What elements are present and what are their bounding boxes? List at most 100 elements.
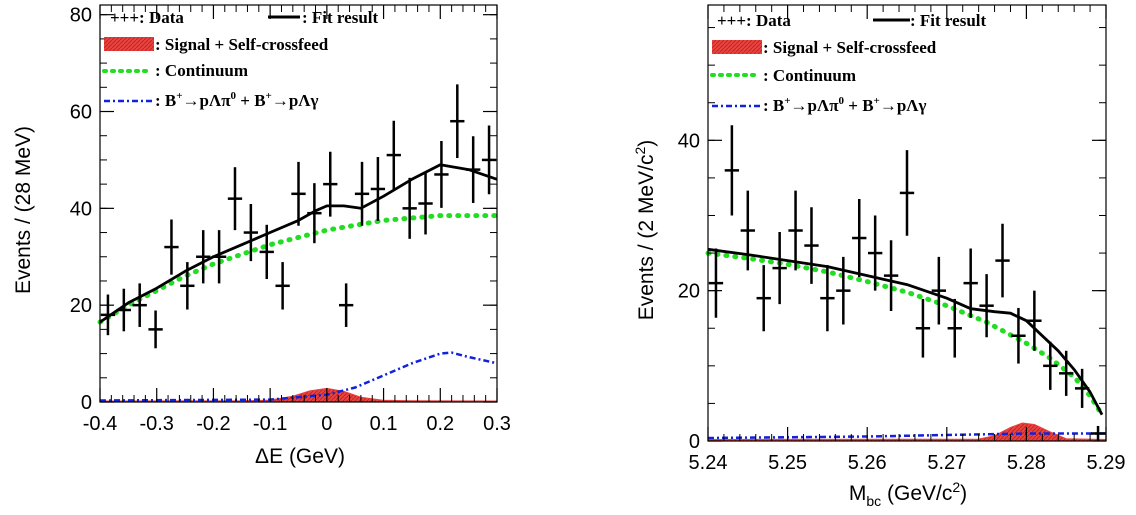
x-tick-label: -0.1 [253,413,287,435]
data-point [852,198,867,278]
data-point [450,84,465,158]
y-tick-label: 20 [70,295,92,317]
data-point [323,151,338,217]
data-point [227,167,243,231]
data-point [708,248,724,318]
legend-continuum-label: : Continuum [763,66,856,85]
data-point [1059,350,1074,396]
data-point [1074,368,1090,408]
data-point [836,256,851,325]
x-tick-label: -0.3 [139,413,173,435]
x-tick-label: 5.25 [768,452,807,474]
data-point [243,203,259,262]
x-tick-label: 5.27 [927,452,966,474]
legend-data-label: +++: Data [110,8,184,27]
continuum-curve [97,213,500,325]
y-axis-label: Events / (2 MeV/c2) [632,140,658,321]
data-point [338,283,354,327]
y-tick-label: 80 [70,5,92,27]
y-axis-label: Events / (28 MeV) [12,126,35,294]
data-point [820,265,835,332]
data-point [211,230,227,284]
x-tick-label: 5.28 [1007,452,1046,474]
data-point [947,298,962,358]
data-point [1011,307,1026,364]
legend-bkg-label: : B+→pΛπ0 + B+→pΛγ [155,90,318,110]
fit-curve [707,247,1104,416]
data-point [756,265,771,332]
data-point [963,248,978,318]
legend-signal-label: : Signal + Self-crossfeed [763,38,937,57]
legend-data-label: +++: Data [717,11,791,30]
x-tick-label: -0.2 [196,413,230,435]
data-point [772,232,787,305]
bkg-curve [99,351,498,402]
data-point [132,283,147,327]
data-point [354,161,370,226]
data-point [899,150,915,236]
data-point [307,183,322,244]
delta-e-chart: -0.4 -0.3 -0.2 -0.1 0 0.1 0.2 0.3 0 20 40 60 80 Even… [12,4,511,468]
data-point [180,262,195,310]
x-tick-label: -0.4 [83,413,117,435]
data-point [740,190,755,271]
y-tick-label: 40 [678,130,700,152]
legend: +++: Data : Fit result : Signal + Self-c… [710,11,987,115]
data-point [259,224,274,280]
y-tick-label: 0 [81,392,92,414]
x-tick-label: 0 [321,413,332,435]
data-point [995,223,1010,298]
y-tick-label: 0 [689,431,700,453]
data-point [275,262,290,310]
data-point [1090,425,1106,441]
data-point [883,240,899,311]
legend-signal-swatch [104,37,154,51]
data-points [100,84,497,349]
data-point [1027,290,1042,351]
y-tick-label: 60 [70,102,92,124]
data-point [164,219,179,275]
plot-frame [99,4,498,403]
legend-fit-label: : Fit result [302,8,379,27]
x-tick-label: 5.29 [1087,452,1126,474]
legend-signal-label: : Signal + Self-crossfeed [155,35,329,54]
data-point [931,256,947,325]
legend-bkg-label: : B+→pΛπ0 + B+→pΛγ [763,95,926,115]
data-point [196,230,211,284]
data-point [1043,341,1058,390]
x-tick-label: 0.1 [370,413,398,435]
data-point [116,288,131,332]
data-point [466,136,481,204]
legend-fit-label: : Fit result [910,11,987,30]
data-point [915,298,931,358]
data-point [418,172,433,235]
data-point [979,274,994,338]
data-point [370,157,386,221]
data-point [867,215,883,291]
x-axis-label: ΔE (GeV) [255,445,345,468]
mbc-chart: 5.24 5.25 5.26 5.27 5.28 5.29 0 20 40 Events / (… [632,4,1126,509]
legend: +++: Data : Fit result : Signal + Self-c… [102,8,379,110]
data-points [708,125,1106,441]
data-point [291,161,306,226]
legend-signal-swatch [712,40,762,54]
x-axis-label: Mbc (GeV/c2) [849,479,967,509]
y-tick-label: 20 [678,281,700,303]
data-point [386,120,401,190]
data-point [402,177,417,239]
plot-frame [707,4,1107,442]
data-point [100,294,116,336]
data-point [788,190,803,271]
data-point [434,141,449,208]
x-tick-label: 0.3 [483,413,511,435]
x-tick-label: 5.26 [848,452,887,474]
x-tick-label: 5.24 [689,452,728,474]
data-point [804,207,819,284]
y-tick-label: 40 [70,198,92,220]
data-point [724,125,740,216]
continuum-curve [705,250,1105,418]
x-tick-label: 0.2 [426,413,454,435]
data-point [148,310,163,349]
legend-continuum-label: : Continuum [155,61,248,80]
